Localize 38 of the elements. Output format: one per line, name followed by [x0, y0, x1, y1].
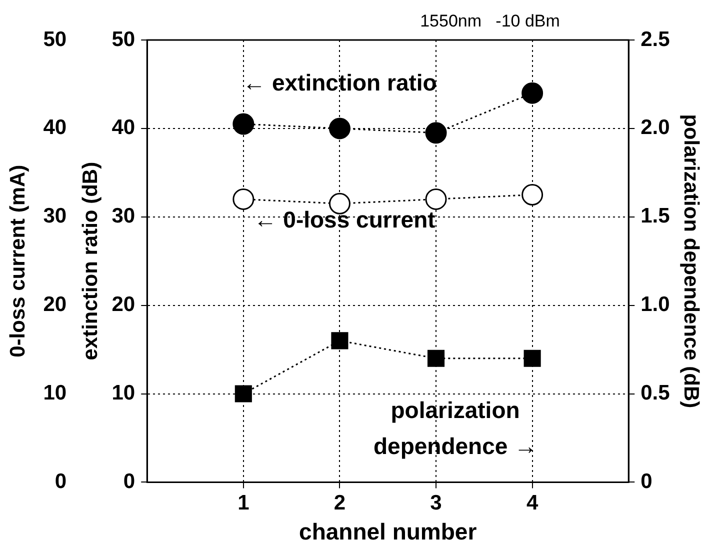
y2-tick-label: 2.0	[640, 116, 670, 140]
y3-tick-label: 20	[43, 293, 67, 316]
y-tick-label: 0	[123, 470, 136, 493]
chart-title: 1550nm -10 dBm	[420, 12, 560, 31]
x-tick-label: 2	[334, 492, 346, 515]
point	[524, 350, 541, 367]
y2-axis-title: polarization dependence (dB)	[680, 114, 703, 408]
y2-tick-label: 0	[640, 470, 652, 493]
y3-tick-label: 50	[43, 28, 67, 51]
y3-axis-title: 0-loss current (mA)	[6, 164, 30, 358]
y-tick-label: 30	[112, 204, 136, 228]
y3-tick-label: 30	[43, 204, 67, 228]
annotation: ← extinction ratio	[242, 70, 437, 96]
annotation: ← 0-loss current	[254, 206, 436, 233]
y-axis-title: extinction ratio (dB)	[78, 162, 102, 360]
x-tick-label: 1	[238, 492, 250, 515]
point	[232, 113, 254, 135]
y2-tick-label: 0.5	[640, 382, 670, 405]
point	[328, 118, 350, 140]
point	[522, 82, 544, 104]
y3-tick-label: 10	[43, 382, 67, 405]
x-tick-label: 4	[526, 492, 538, 515]
point	[331, 332, 348, 350]
y2-tick-label: 2.5	[640, 28, 670, 51]
y3-tick-label: 0	[54, 470, 67, 493]
x-tick-label: 3	[430, 492, 442, 515]
y-tick-label: 20	[112, 293, 136, 316]
y2-tick-label: 1.0	[640, 293, 670, 316]
y3-tick-label: 40	[43, 116, 67, 140]
y-tick-label: 50	[112, 28, 136, 51]
x-axis-title: channel number	[299, 518, 477, 545]
y-tick-label: 10	[112, 382, 136, 405]
y-tick-label: 40	[112, 116, 136, 140]
point	[427, 350, 445, 367]
y2-tick-label: 1.5	[640, 204, 670, 228]
point	[234, 385, 252, 402]
annotation: polarization dependence →	[373, 396, 538, 459]
point	[425, 122, 447, 144]
